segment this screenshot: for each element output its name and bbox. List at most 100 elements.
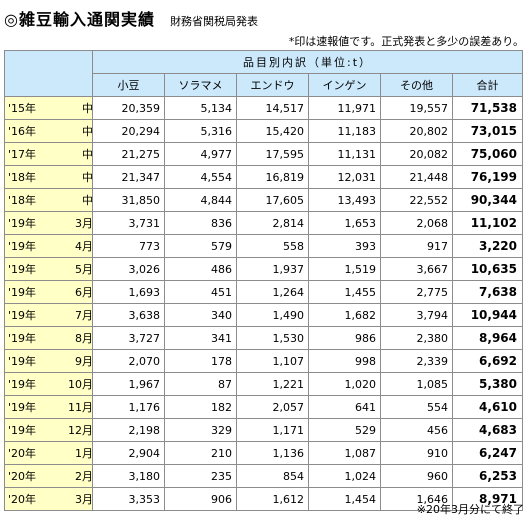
table-cell: 3,026 — [92, 257, 165, 281]
table-cell: 340 — [164, 303, 237, 327]
table-cell: 2,904 — [92, 441, 165, 465]
table-cell: 11,183 — [308, 119, 381, 143]
table-cell: 5,316 — [164, 119, 237, 143]
table-cell: 329 — [164, 418, 237, 442]
table-row: '16年 中 20,294 5,316 15,420 11,183 20,802 73,015 — [4, 119, 523, 143]
table-cell: 1,490 — [236, 303, 309, 327]
table-cell: 5,134 — [164, 96, 237, 120]
table-cell: 1,020 — [308, 372, 381, 396]
row-label: '16年 中 — [4, 119, 93, 143]
row-year: '19年 — [8, 262, 37, 276]
total-cell: 76,199 — [452, 165, 523, 189]
table-cell: 21,448 — [380, 165, 453, 189]
table-cell: 19,557 — [380, 96, 453, 120]
table-cell: 3,731 — [92, 211, 165, 235]
estimate-note: *印は速報値です。正式発表と多少の誤差あり。 — [288, 35, 524, 48]
table-cell: 22,552 — [380, 188, 453, 212]
table-row: '19年 6月 1,693 451 1,264 1,455 2,775 7,638 — [4, 280, 523, 304]
table-cell: 16,819 — [236, 165, 309, 189]
row-year: '19年 — [8, 331, 37, 345]
row-month: 中 — [82, 170, 93, 184]
row-month: 中 — [82, 147, 93, 161]
table-cell: 21,275 — [92, 142, 165, 166]
table-cell: 4,977 — [164, 142, 237, 166]
row-year: '19年 — [8, 400, 37, 414]
table-cell: 2,775 — [380, 280, 453, 304]
table-cell: 20,802 — [380, 119, 453, 143]
table-cell: 2,070 — [92, 349, 165, 373]
table-cell: 20,359 — [92, 96, 165, 120]
total-cell: 6,692 — [452, 349, 523, 373]
title-source: 財務省関税局発表 — [170, 15, 259, 28]
table-row: '19年 9月 2,070 178 1,107 998 2,339 6,692 — [4, 349, 523, 373]
table-cell: 12,031 — [308, 165, 381, 189]
table-cell: 20,294 — [92, 119, 165, 143]
table-cell: 1,937 — [236, 257, 309, 281]
table-cell: 178 — [164, 349, 237, 373]
row-month: 2月 — [75, 469, 93, 483]
import-table: 品目別内訳（単位:t） 小豆 ソラマメ エンドウ インゲン その他 合計 '15… — [4, 50, 523, 511]
table-cell: 3,180 — [92, 464, 165, 488]
table-row: '19年 11月 1,176 182 2,057 641 554 4,610 — [4, 395, 523, 419]
table-row: '20年 2月 3,180 235 854 1,024 960 6,253 — [4, 464, 523, 488]
corner-cell — [4, 50, 93, 97]
table-cell: 235 — [164, 464, 237, 488]
table-cell: 579 — [164, 234, 237, 258]
table-cell: 1,646 — [380, 487, 453, 511]
column-header-row: 小豆 ソラマメ エンドウ インゲン その他 合計 — [5, 73, 523, 97]
total-cell: 71,538 — [452, 96, 523, 120]
row-year: '18年 — [8, 170, 37, 184]
table-row: '18年 中 21,347 4,554 16,819 12,031 21,448 76,199 — [4, 165, 523, 189]
total-cell: 90,344 — [452, 188, 523, 212]
row-month: 3月 — [75, 216, 93, 230]
row-label: '19年 5月 — [4, 257, 93, 281]
table-cell: 21,347 — [92, 165, 165, 189]
table-cell: 3,667 — [380, 257, 453, 281]
table-cell: 836 — [164, 211, 237, 235]
table-cell: 210 — [164, 441, 237, 465]
row-year: '16年 — [8, 124, 37, 138]
table-cell: 3,353 — [92, 487, 165, 511]
col-header-broad-bean: ソラマメ — [164, 73, 237, 97]
row-month: 中 — [82, 124, 93, 138]
table-row: '19年 5月 3,026 486 1,937 1,519 3,667 10,635 — [4, 257, 523, 281]
row-month: 11月 — [68, 400, 93, 414]
col-header-other: その他 — [380, 73, 453, 97]
table-cell: 558 — [236, 234, 309, 258]
table-cell: 393 — [308, 234, 381, 258]
row-year: '15年 — [8, 101, 37, 115]
total-cell: 7,638 — [452, 280, 523, 304]
row-label: '19年 11月 — [4, 395, 93, 419]
row-month: 12月 — [68, 423, 93, 437]
total-cell: 6,253 — [452, 464, 523, 488]
table-cell: 31,850 — [92, 188, 165, 212]
table-cell: 456 — [380, 418, 453, 442]
table-row: '19年 10月 1,967 87 1,221 1,020 1,085 5,380 — [4, 372, 523, 396]
row-year: '20年 — [8, 446, 37, 460]
table-cell: 1,530 — [236, 326, 309, 350]
row-month: 6月 — [75, 285, 93, 299]
col-header-adzuki: 小豆 — [92, 73, 165, 97]
table-cell: 1,519 — [308, 257, 381, 281]
row-year: '19年 — [8, 308, 37, 322]
row-month: 8月 — [75, 331, 93, 345]
title-main: ◎雑豆輸入通関実績 — [4, 10, 155, 29]
row-year: '19年 — [8, 377, 37, 391]
table-cell: 773 — [92, 234, 165, 258]
table-cell: 529 — [308, 418, 381, 442]
table-cell: 2,068 — [380, 211, 453, 235]
table-cell: 15,420 — [236, 119, 309, 143]
row-month: 3月 — [75, 492, 93, 506]
row-year: '20年 — [8, 492, 37, 506]
table-cell: 1,107 — [236, 349, 309, 373]
group-header: 品目別内訳（単位:t） — [92, 50, 523, 74]
table-cell: 1,653 — [308, 211, 381, 235]
table-cell: 2,198 — [92, 418, 165, 442]
row-label: '18年 中 — [4, 165, 93, 189]
table-cell: 1,454 — [308, 487, 381, 511]
table-cell: 4,844 — [164, 188, 237, 212]
table-row: '20年 3月 3,353 906 1,612 1,454 1,646 8,971 — [4, 487, 523, 511]
total-cell: 73,015 — [452, 119, 523, 143]
table-cell: 1,171 — [236, 418, 309, 442]
table-cell: 2,057 — [236, 395, 309, 419]
